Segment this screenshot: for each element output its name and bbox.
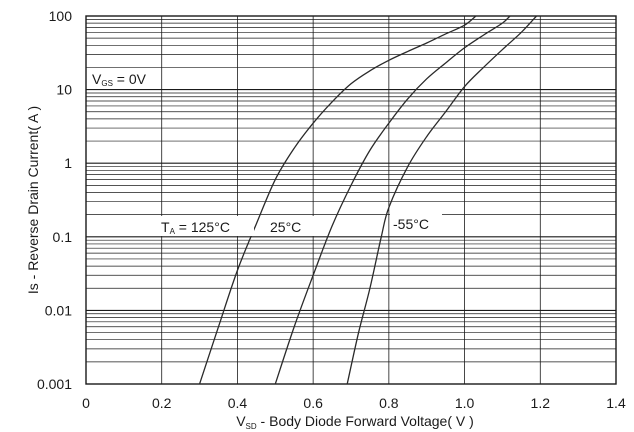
tm55-label: -55°C bbox=[393, 216, 429, 232]
curve-minus55c bbox=[346, 15, 537, 385]
t25-label-bg bbox=[266, 216, 314, 236]
axis-labels: VSD - Body Diode Forward Voltage( V ) Is … bbox=[25, 106, 474, 431]
curves bbox=[198, 15, 537, 385]
x-axis-label: VSD - Body Diode Forward Voltage( V ) bbox=[236, 413, 474, 431]
x-tick-label: 1.0 bbox=[455, 395, 475, 411]
ta-label: TA = 125°C bbox=[161, 219, 230, 236]
vgs-label: VGS = 0V bbox=[92, 71, 147, 88]
y-tick-label: 0.01 bbox=[45, 302, 72, 318]
x-tick-label: 0.6 bbox=[303, 395, 323, 411]
y-axis-label: Is - Reverse Drain Current( A ) bbox=[25, 106, 41, 294]
x-tick-label: 0.2 bbox=[152, 395, 172, 411]
x-tick-label: 0.8 bbox=[379, 395, 399, 411]
curve-25c bbox=[274, 15, 511, 385]
x-tick-label: 0 bbox=[82, 395, 90, 411]
x-tick-label: 1.4 bbox=[606, 395, 626, 411]
x-tick-label: 0.4 bbox=[228, 395, 248, 411]
y-tick-label: 0.1 bbox=[53, 229, 73, 245]
tm55-label-bg bbox=[390, 213, 442, 233]
annotations: VGS = 0V TA = 125°C 25°C -55°C bbox=[89, 68, 442, 236]
ta-label-bg bbox=[158, 216, 254, 236]
y-tick-label: 10 bbox=[56, 82, 72, 98]
t25-label: 25°C bbox=[270, 219, 301, 235]
y-tick-label: 1 bbox=[64, 155, 72, 171]
y-tick-label: 100 bbox=[49, 8, 73, 24]
vgs-label-bg bbox=[89, 68, 161, 88]
y-tick-label: 0.001 bbox=[37, 376, 72, 392]
plot-frame bbox=[85, 15, 617, 385]
x-tick-label: 1.2 bbox=[531, 395, 551, 411]
curve-125c bbox=[198, 15, 477, 385]
grid bbox=[86, 16, 616, 385]
tick-labels: 0 0.2 0.4 0.6 0.8 1.0 1.2 1.4 0.001 0.01 0.1 1 10 100 bbox=[37, 8, 626, 411]
